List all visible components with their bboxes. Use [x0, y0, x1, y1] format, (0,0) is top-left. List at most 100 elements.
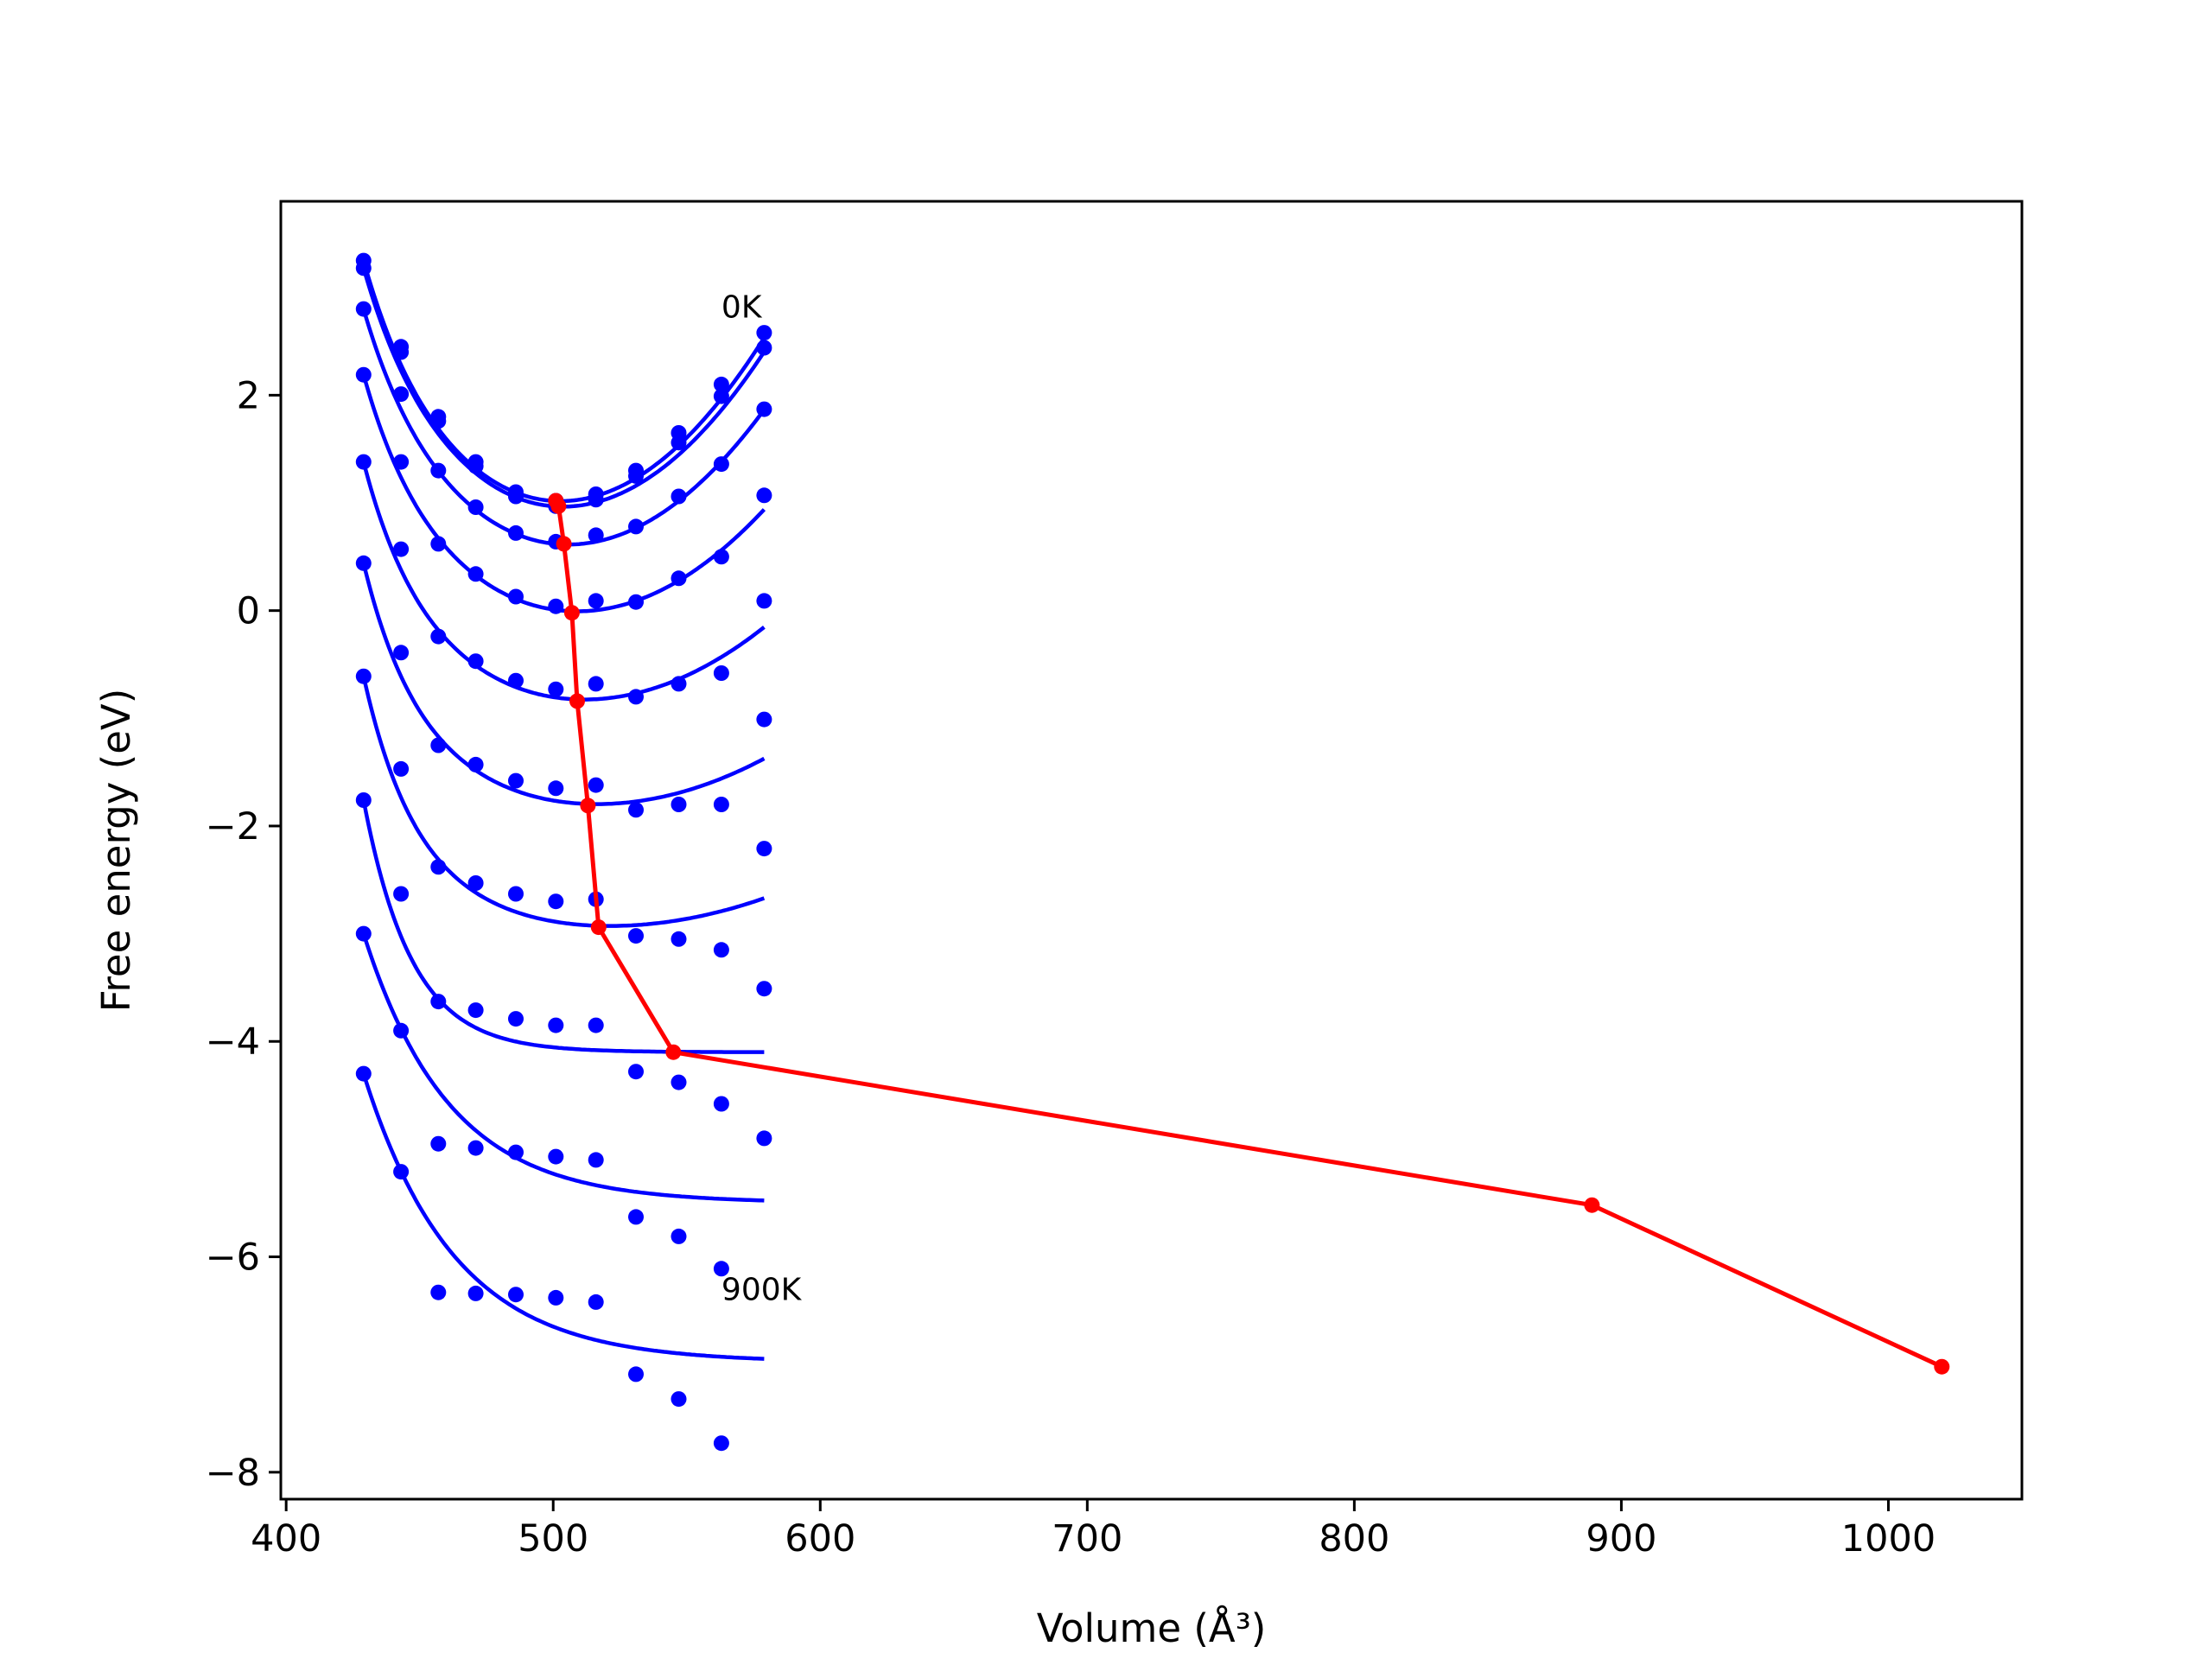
data-point-3-1: [393, 454, 410, 470]
data-point-1-2: [430, 413, 447, 429]
y-axis-label: Free energy (eV): [93, 689, 139, 1012]
data-point-9-1: [393, 1164, 410, 1180]
minima-point-4: [569, 693, 585, 709]
data-point-8-4: [508, 1144, 524, 1160]
y-tick-label-2: 2: [237, 374, 260, 417]
minima-point-6: [590, 919, 607, 936]
data-point-4-1: [393, 541, 410, 557]
fit-curve-5: [361, 563, 766, 806]
data-point-6-8: [671, 931, 687, 947]
curve-layer: [361, 259, 766, 1361]
data-point-6-10: [756, 841, 772, 857]
data-point-2-8: [671, 488, 687, 505]
data-point-4-8: [671, 676, 687, 692]
data-point-2-7: [628, 518, 644, 535]
data-point-2-6: [588, 527, 604, 543]
data-point-3-10: [756, 487, 772, 504]
data-point-5-0: [355, 555, 372, 571]
data-point-5-8: [671, 797, 687, 812]
data-point-3-8: [671, 570, 687, 587]
data-point-9-4: [508, 1287, 524, 1303]
data-point-6-5: [548, 893, 564, 910]
data-point-3-5: [548, 598, 564, 614]
data-point-3-0: [355, 366, 372, 383]
data-point-2-10: [756, 401, 772, 417]
data-point-9-3: [467, 1285, 484, 1301]
data-point-9-2: [430, 1284, 447, 1300]
minima-point-2: [556, 536, 572, 552]
y-axis-ticks: −8 −6 −4 −2 0 2: [206, 374, 281, 1495]
data-point-8-0: [355, 925, 372, 942]
minima-point-1: [550, 498, 567, 514]
data-point-3-4: [508, 588, 524, 605]
fit-curve-9: [361, 1072, 765, 1361]
data-point-7-5: [548, 1017, 564, 1033]
data-point-3-2: [430, 536, 447, 552]
data-point-4-7: [628, 689, 644, 705]
fit-curve-6: [361, 676, 766, 928]
data-point-0-9: [713, 376, 729, 392]
data-point-7-3: [467, 1002, 484, 1019]
data-point-5-4: [508, 772, 524, 789]
y-tick-label--2: −2: [206, 805, 260, 849]
y-tick-label--8: −8: [206, 1452, 260, 1495]
data-point-4-4: [508, 672, 524, 689]
data-point-1-4: [508, 488, 524, 505]
x-tick-label-800: 800: [1319, 1517, 1389, 1560]
data-point-6-0: [355, 668, 372, 684]
data-point-2-4: [508, 524, 524, 541]
data-point-3-3: [467, 566, 484, 582]
data-point-5-2: [430, 737, 447, 753]
x-axis-ticks: 400 500 600 700 800 900 1000: [251, 1499, 1936, 1560]
data-point-7-6: [588, 1017, 604, 1033]
data-point-9-7: [628, 1366, 644, 1382]
fit-curve-8: [361, 932, 765, 1203]
data-point-6-1: [393, 760, 410, 777]
data-point-1-0: [355, 260, 372, 276]
data-point-8-3: [467, 1140, 484, 1156]
data-point-7-1: [393, 886, 410, 902]
data-point-9-8: [671, 1391, 687, 1408]
data-point-1-1: [393, 344, 410, 360]
data-point-5-10: [756, 711, 772, 728]
data-point-5-6: [588, 777, 604, 793]
data-point-7-7: [628, 1064, 644, 1080]
x-axis-label: Volume (Å³): [1037, 1605, 1267, 1651]
data-point-8-8: [671, 1228, 687, 1244]
data-point-5-3: [467, 756, 484, 772]
data-point-8-2: [430, 1135, 447, 1152]
annotation-0: 0K: [721, 290, 763, 326]
data-point-6-3: [467, 875, 484, 891]
y-tick-label--4: −4: [206, 1020, 260, 1064]
minima-layer: [548, 493, 1950, 1375]
data-point-2-9: [713, 456, 729, 473]
data-point-4-2: [430, 628, 447, 645]
data-point-6-9: [713, 942, 729, 958]
data-point-4-10: [756, 593, 772, 609]
data-point-7-9: [713, 1096, 729, 1112]
data-point-3-7: [628, 594, 644, 610]
data-point-9-6: [588, 1294, 604, 1310]
data-point-5-1: [393, 645, 410, 661]
minima-line: [554, 499, 1943, 1369]
minima-point-7: [665, 1044, 682, 1060]
y-tick-label--6: −6: [206, 1236, 260, 1280]
minima-point-5: [580, 798, 596, 814]
minima-point-3: [563, 605, 580, 621]
data-point-1-9: [713, 388, 729, 404]
data-point-8-6: [588, 1152, 604, 1168]
data-point-2-1: [393, 386, 410, 403]
minima-point-8: [1584, 1197, 1600, 1213]
data-point-5-7: [628, 802, 644, 818]
data-point-3-6: [588, 593, 604, 609]
data-point-4-6: [588, 676, 604, 692]
data-point-7-4: [508, 1011, 524, 1027]
minima-point-9: [1934, 1358, 1950, 1375]
data-point-2-2: [430, 462, 447, 479]
data-point-5-5: [548, 780, 564, 797]
data-point-7-8: [671, 1074, 687, 1090]
x-tick-label-400: 400: [251, 1517, 321, 1560]
data-point-1-7: [628, 467, 644, 484]
data-point-2-0: [355, 301, 372, 317]
